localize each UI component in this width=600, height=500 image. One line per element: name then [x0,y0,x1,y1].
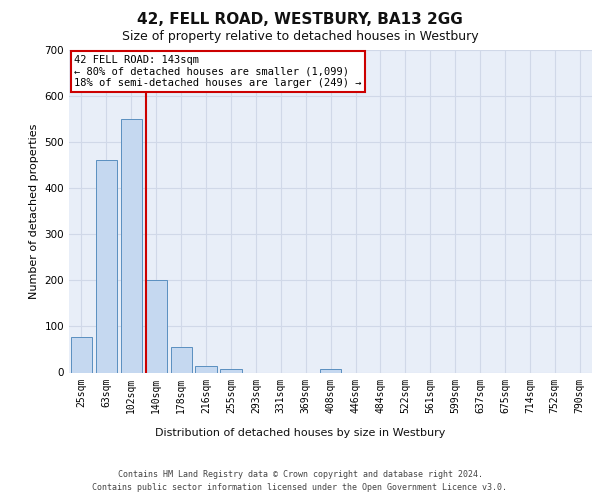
Bar [121,118,142,372]
Text: 42, FELL ROAD, WESTBURY, BA13 2GG: 42, FELL ROAD, WESTBURY, BA13 2GG [137,12,463,28]
Bar [96,160,117,372]
Bar [220,369,242,372]
Y-axis label: Number of detached properties: Number of detached properties [29,124,39,299]
Bar [170,347,192,372]
Text: Contains HM Land Registry data © Crown copyright and database right 2024.
Contai: Contains HM Land Registry data © Crown c… [92,470,508,492]
Text: Distribution of detached houses by size in Westbury: Distribution of detached houses by size … [155,428,445,438]
Bar [146,280,167,372]
Bar [196,366,217,372]
Bar [320,369,341,372]
Text: Size of property relative to detached houses in Westbury: Size of property relative to detached ho… [122,30,478,43]
Text: 42 FELL ROAD: 143sqm
← 80% of detached houses are smaller (1,099)
18% of semi-de: 42 FELL ROAD: 143sqm ← 80% of detached h… [74,55,362,88]
Bar [71,336,92,372]
